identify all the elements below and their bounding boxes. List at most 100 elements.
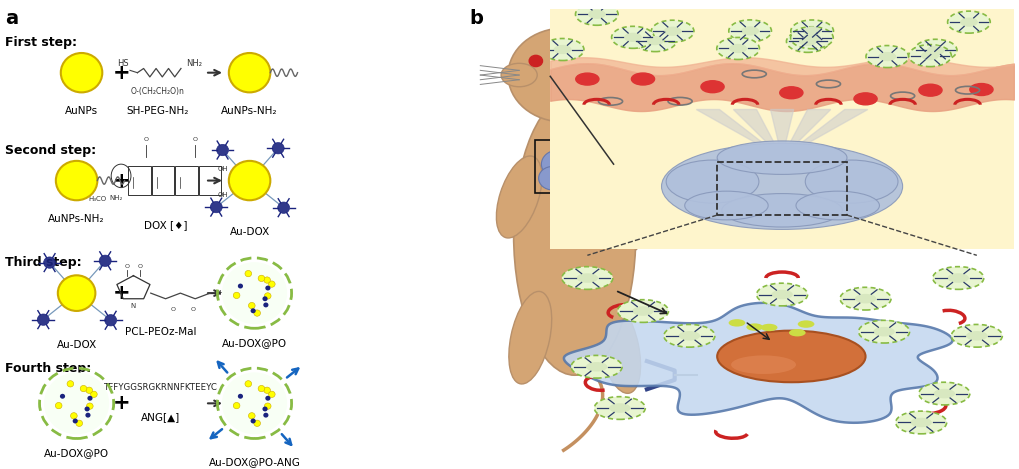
Circle shape <box>632 73 654 85</box>
Bar <box>199 166 221 195</box>
Text: SH-PEG-NH₂: SH-PEG-NH₂ <box>126 106 189 116</box>
Ellipse shape <box>596 170 642 252</box>
Circle shape <box>634 30 677 52</box>
Circle shape <box>265 396 270 401</box>
Circle shape <box>222 262 287 324</box>
Circle shape <box>966 331 987 340</box>
Circle shape <box>873 327 895 336</box>
Bar <box>152 166 174 195</box>
Circle shape <box>229 161 270 200</box>
Circle shape <box>85 407 90 411</box>
Text: Au-DOX: Au-DOX <box>56 340 97 350</box>
Circle shape <box>249 303 255 309</box>
Circle shape <box>38 314 49 325</box>
Circle shape <box>575 150 608 178</box>
Circle shape <box>251 308 256 313</box>
Text: N: N <box>130 303 137 310</box>
Circle shape <box>618 300 668 322</box>
Circle shape <box>586 362 607 371</box>
Circle shape <box>268 281 275 287</box>
Circle shape <box>553 45 572 54</box>
Text: PCL-PEOz-Mal: PCL-PEOz-Mal <box>125 327 197 337</box>
Text: O: O <box>138 264 143 269</box>
Circle shape <box>576 3 619 25</box>
Circle shape <box>771 290 793 299</box>
Circle shape <box>245 381 252 387</box>
Circle shape <box>233 292 239 299</box>
Polygon shape <box>564 303 953 423</box>
Ellipse shape <box>496 156 542 238</box>
Text: O: O <box>124 264 129 269</box>
Polygon shape <box>734 109 783 158</box>
Text: OH: OH <box>215 290 225 296</box>
Circle shape <box>970 83 994 96</box>
Circle shape <box>508 28 620 122</box>
Circle shape <box>67 381 73 387</box>
Circle shape <box>258 386 265 392</box>
Text: Au-DOX@PO-ANG: Au-DOX@PO-ANG <box>209 457 301 467</box>
Circle shape <box>263 303 268 307</box>
Circle shape <box>264 403 271 409</box>
Ellipse shape <box>501 63 537 87</box>
Circle shape <box>99 255 111 266</box>
Circle shape <box>651 20 694 42</box>
Ellipse shape <box>731 356 796 374</box>
Circle shape <box>263 296 268 301</box>
Circle shape <box>729 319 745 326</box>
Circle shape <box>588 10 605 19</box>
Circle shape <box>952 325 1003 347</box>
Text: Au-DOX: Au-DOX <box>229 227 270 237</box>
Circle shape <box>86 413 91 417</box>
Ellipse shape <box>598 301 641 393</box>
Circle shape <box>803 26 821 36</box>
Circle shape <box>263 413 268 417</box>
Circle shape <box>70 413 77 419</box>
Polygon shape <box>783 109 868 158</box>
Circle shape <box>222 372 287 434</box>
Circle shape <box>264 277 270 283</box>
Circle shape <box>878 52 897 61</box>
Circle shape <box>210 201 222 213</box>
Circle shape <box>249 413 255 419</box>
Ellipse shape <box>508 291 551 384</box>
Text: AuNPs-NH₂: AuNPs-NH₂ <box>221 106 278 116</box>
Text: Au-DOX@PO: Au-DOX@PO <box>44 448 109 458</box>
Circle shape <box>571 15 612 51</box>
Circle shape <box>803 33 821 42</box>
Circle shape <box>756 283 808 306</box>
Circle shape <box>960 17 978 27</box>
Circle shape <box>265 286 270 290</box>
Text: First step:: First step: <box>5 36 77 49</box>
Circle shape <box>58 275 96 311</box>
Circle shape <box>859 320 910 343</box>
Circle shape <box>909 45 952 67</box>
Circle shape <box>541 38 584 61</box>
Text: O: O <box>144 136 149 142</box>
Circle shape <box>272 143 284 154</box>
Circle shape <box>44 257 56 268</box>
Circle shape <box>229 53 270 92</box>
Circle shape <box>254 420 261 426</box>
Circle shape <box>561 267 612 289</box>
Ellipse shape <box>666 160 759 203</box>
Circle shape <box>245 271 252 277</box>
Circle shape <box>789 329 806 336</box>
Circle shape <box>553 160 596 196</box>
Circle shape <box>594 397 645 419</box>
Text: AuNPs-NH₂: AuNPs-NH₂ <box>48 214 105 224</box>
Ellipse shape <box>685 191 768 220</box>
Text: +: + <box>112 283 129 303</box>
Circle shape <box>105 315 116 326</box>
Text: DOX [♦]: DOX [♦] <box>144 220 187 230</box>
Text: AuNPs: AuNPs <box>65 106 98 116</box>
Text: a: a <box>5 9 18 29</box>
Circle shape <box>559 137 590 163</box>
Circle shape <box>798 320 814 328</box>
Circle shape <box>55 402 62 409</box>
Circle shape <box>701 81 725 93</box>
Text: O: O <box>193 136 198 142</box>
Text: Third step:: Third step: <box>5 256 82 269</box>
Circle shape <box>926 45 945 55</box>
Circle shape <box>611 26 654 48</box>
Ellipse shape <box>717 141 847 174</box>
